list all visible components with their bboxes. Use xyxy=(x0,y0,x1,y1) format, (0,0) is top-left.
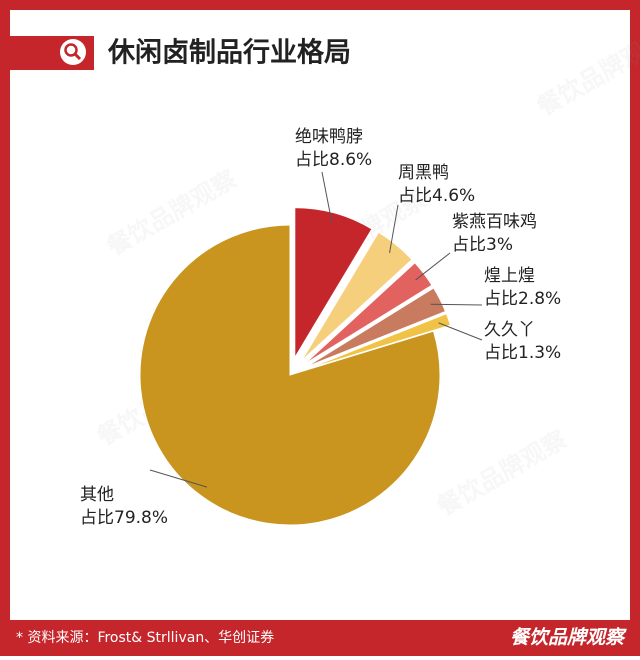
slice-label: 久久丫 xyxy=(484,320,535,340)
slice-label: 绝味鸭脖 xyxy=(295,127,363,147)
slice-label: 紫燕百味鸡 xyxy=(452,212,537,232)
slice-value-label: 占比8.6% xyxy=(295,150,372,170)
slice-value-label: 占比2.8% xyxy=(484,289,561,309)
chart-title: 休闲卤制品行业格局 xyxy=(107,37,351,69)
slice-value-label: 占比1.3% xyxy=(484,343,561,363)
search-icon-bg xyxy=(60,39,86,65)
slice-value-label: 占比4.6% xyxy=(398,186,475,206)
slice-label: 周黑鸭 xyxy=(398,163,449,183)
source: * 资料来源：Frost& Strllivan、华创证券 xyxy=(16,630,274,646)
slice-label: 煌上煌 xyxy=(484,266,535,286)
slice-value-label: 占比3% xyxy=(452,235,513,255)
slice-value-label: 占比79.8% xyxy=(80,508,168,528)
slice-label: 其他 xyxy=(80,485,114,505)
brand: 餐饮品牌观察 xyxy=(510,627,627,649)
